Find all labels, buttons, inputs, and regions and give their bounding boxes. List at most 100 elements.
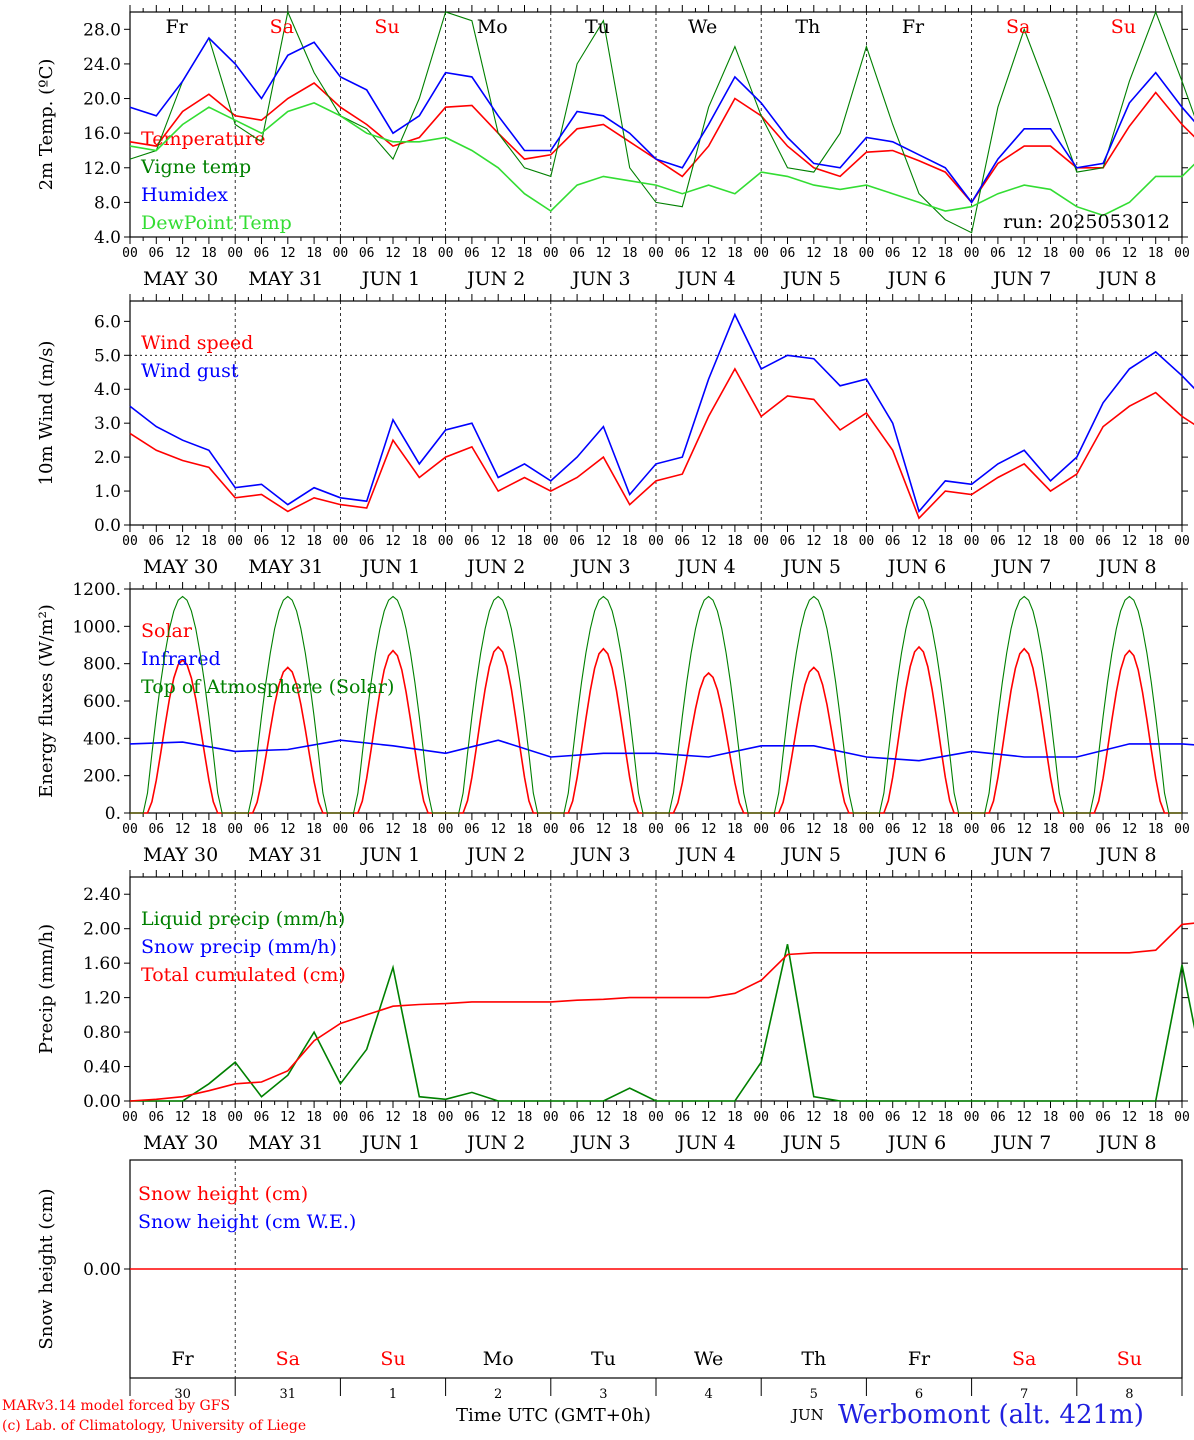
panel-2-hour-label: 00 <box>438 534 454 549</box>
panel-1-hour-label: 12 <box>280 246 296 261</box>
panel-3-hour-label: 12 <box>806 822 822 837</box>
panel-1-legend-dewpoint-temp: DewPoint Temp <box>141 212 292 234</box>
panel-4-ytick-label: 2.40 <box>83 885 121 905</box>
panel-3-date-label: JUN 2 <box>465 844 525 866</box>
panel-1-hour-label: 06 <box>254 246 270 261</box>
run-label: run: 2025053012 <box>1003 211 1170 233</box>
panel-4-hour-label: 12 <box>175 1110 191 1125</box>
x-axis-title: Time UTC (GMT+0h) <box>456 1405 651 1426</box>
panel-2-hour-label: 18 <box>937 534 953 549</box>
panel-2-legend-wind-speed: Wind speed <box>141 332 253 354</box>
bottom-day-number: 8 <box>1125 1387 1133 1402</box>
panel-4-hour-label: 12 <box>490 1110 506 1125</box>
panel-2-hour-label: 00 <box>543 534 559 549</box>
panel-2-date-label: MAY 31 <box>248 556 323 578</box>
panel-1-legend-vigne-temp: Vigne temp <box>140 156 251 178</box>
panel-1-hour-label: 18 <box>622 246 638 261</box>
panel-4-legend-total-cumulated-cm: Total cumulated (cm) <box>141 964 346 986</box>
panel-2-hour-label: 00 <box>227 534 243 549</box>
panel-4-ytick-label: 0.00 <box>83 1092 121 1112</box>
panel-1-hour-label: 00 <box>859 246 875 261</box>
panel-3-hour-label: 00 <box>1174 822 1190 837</box>
panel-4-hour-label: 00 <box>1174 1110 1190 1125</box>
panel-3-hour-label: 00 <box>753 822 769 837</box>
panel-4-hour-label: 00 <box>753 1110 769 1125</box>
panel-1-ylabel: 2m Temp. (ºC) <box>36 59 57 191</box>
panel-1-hour-label: 00 <box>543 246 559 261</box>
panel-4-hour-label: 18 <box>1043 1110 1059 1125</box>
panel-2-hour-label: 06 <box>464 534 480 549</box>
panel-4-ytick-label: 0.40 <box>83 1058 121 1078</box>
panel-4-ytick-label: 1.60 <box>83 954 121 974</box>
panel-1-hour-label: 18 <box>411 246 427 261</box>
panel-2-ytick-label: 6.0 <box>94 312 121 332</box>
panel-2-hour-label: 00 <box>333 534 349 549</box>
panel-1-hour-label: 12 <box>1122 246 1138 261</box>
weekday-label-bottom: Tu <box>591 1348 616 1370</box>
weekday-label-top: Su <box>374 16 399 38</box>
panel-3-ytick-label: 400. <box>83 729 121 749</box>
panel-3-date-label: JUN 1 <box>360 844 420 866</box>
panel-4-hour-label: 12 <box>701 1110 717 1125</box>
panel-1-hour-label: 12 <box>806 246 822 261</box>
weekday-label-top: Fr <box>165 16 188 38</box>
panel-1-hour-label: 06 <box>780 246 796 261</box>
panel-1-hour-label: 00 <box>1174 246 1190 261</box>
weekday-label-bottom: Su <box>1117 1348 1142 1370</box>
panel-1-hour-label: 00 <box>333 246 349 261</box>
panel-2-hour-label: 06 <box>885 534 901 549</box>
weekday-label-bottom: Sa <box>1012 1348 1036 1370</box>
panel-3-hour-label: 12 <box>1122 822 1138 837</box>
panel-1-hour-label: 12 <box>490 246 506 261</box>
panel-1-hour-label: 00 <box>227 246 243 261</box>
panel-3-ytick-label: 0. <box>105 804 121 824</box>
panel-3-ytick-label: 1200. <box>72 580 121 600</box>
panel-1-ytick-label: 20.0 <box>83 90 121 110</box>
panel-1-hour-label: 06 <box>990 246 1006 261</box>
panel-4-hour-label: 00 <box>1069 1110 1085 1125</box>
series-line-wind-speed <box>129 367 1194 520</box>
panel-1-hour-label: 06 <box>1095 246 1111 261</box>
panel-2-hour-label: 18 <box>517 534 533 549</box>
panel-3-hour-label: 12 <box>385 822 401 837</box>
panel-4-hour-label: 12 <box>1122 1110 1138 1125</box>
panel-4-hour-label: 18 <box>201 1110 217 1125</box>
panel-3-date-label: MAY 31 <box>248 844 323 866</box>
panel-2-frame <box>129 300 1183 526</box>
panel-4-ytick-label: 1.20 <box>83 989 121 1009</box>
panel-3-hour-label: 18 <box>1043 822 1059 837</box>
series-line-humidex <box>129 36 1194 204</box>
panel-3-hour-label: 06 <box>569 822 585 837</box>
weekday-label-bottom: Mo <box>483 1348 514 1370</box>
panel-1-date-label: JUN 3 <box>570 268 630 290</box>
panel-4-hour-label: 18 <box>727 1110 743 1125</box>
panel-2-hour-label: 00 <box>648 534 664 549</box>
panel-1-date-label: JUN 7 <box>991 268 1051 290</box>
panel-4-hour-label: 18 <box>411 1110 427 1125</box>
panel-3-hour-label: 18 <box>937 822 953 837</box>
panel-4-ytick-label: 2.00 <box>83 920 121 940</box>
panel-4-hour-label: 06 <box>1095 1110 1111 1125</box>
panel-2-date-label: JUN 2 <box>465 556 525 578</box>
panel-2-hour-label: 06 <box>1095 534 1111 549</box>
panel-5-ytick-label: 0.00 <box>83 1260 121 1280</box>
panel-4-date-label: JUN 5 <box>781 1132 841 1154</box>
panel-1-date-label: JUN 4 <box>675 268 735 290</box>
panel-3-hour-label: 18 <box>411 822 427 837</box>
panel-5-legend-snow-height-cm-w-e: Snow height (cm W.E.) <box>138 1211 356 1233</box>
panel-4-hour-label: 12 <box>911 1110 927 1125</box>
panel-1-hour-label: 12 <box>701 246 717 261</box>
weekday-label-bottom: Su <box>380 1348 405 1370</box>
panel-4-hour-label: 06 <box>148 1110 164 1125</box>
panel-3-ytick-label: 800. <box>83 655 121 675</box>
panel-1-date-label: JUN 2 <box>465 268 525 290</box>
panel-2-hour-label: 12 <box>701 534 717 549</box>
panel-2-hour-label: 18 <box>622 534 638 549</box>
weekday-label-top: We <box>688 16 717 38</box>
bottom-day-number: 6 <box>915 1387 923 1402</box>
panel-3-hour-label: 06 <box>780 822 796 837</box>
panel-3-hour-label: 00 <box>333 822 349 837</box>
panel-3-ylabel: Energy fluxes (W/m²) <box>36 604 57 798</box>
panel-4-hour-label: 12 <box>806 1110 822 1125</box>
panel-4-hour-label: 00 <box>333 1110 349 1125</box>
